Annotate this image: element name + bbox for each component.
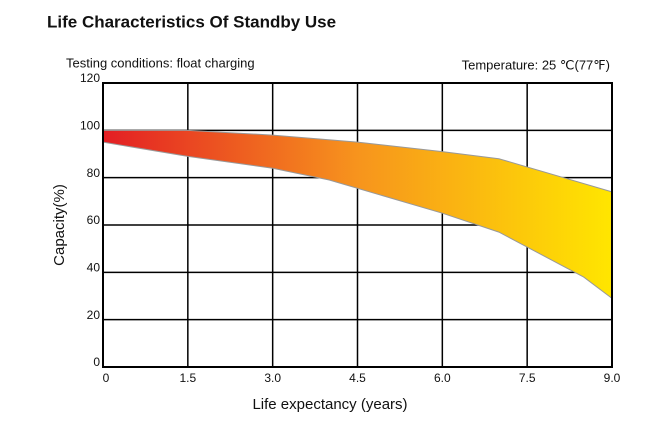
annotation: Temperature: 25 ℃(77℉) <box>462 57 610 72</box>
y-tick-label: 20 <box>87 308 101 322</box>
y-tick-label: 100 <box>80 119 100 133</box>
x-axis-label: Life expectancy (years) <box>252 396 407 413</box>
annotation: Testing conditions: float charging <box>66 55 255 70</box>
x-tick-label: 7.5 <box>519 371 536 385</box>
x-tick-label: 1.5 <box>179 371 196 385</box>
x-tick-label: 3.0 <box>264 371 281 385</box>
y-tick-label: 60 <box>87 213 101 227</box>
y-tick-label: 80 <box>87 166 101 180</box>
x-tick-label: 4.5 <box>349 371 366 385</box>
y-tick-label: 0 <box>93 355 100 369</box>
y-tick-label: 120 <box>80 71 100 85</box>
y-tick-label: 40 <box>87 261 101 275</box>
band <box>103 130 612 299</box>
plot-frame <box>102 82 613 368</box>
x-tick-label: 0 <box>103 371 110 385</box>
band-edge <box>103 129 613 193</box>
chart-title: Life Characteristics Of Standby Use <box>47 12 336 31</box>
x-tick-label: 9.0 <box>604 371 621 385</box>
y-axis-label: Capacity(%) <box>51 184 68 266</box>
band-edge <box>102 141 613 299</box>
x-tick-label: 6.0 <box>434 371 451 385</box>
